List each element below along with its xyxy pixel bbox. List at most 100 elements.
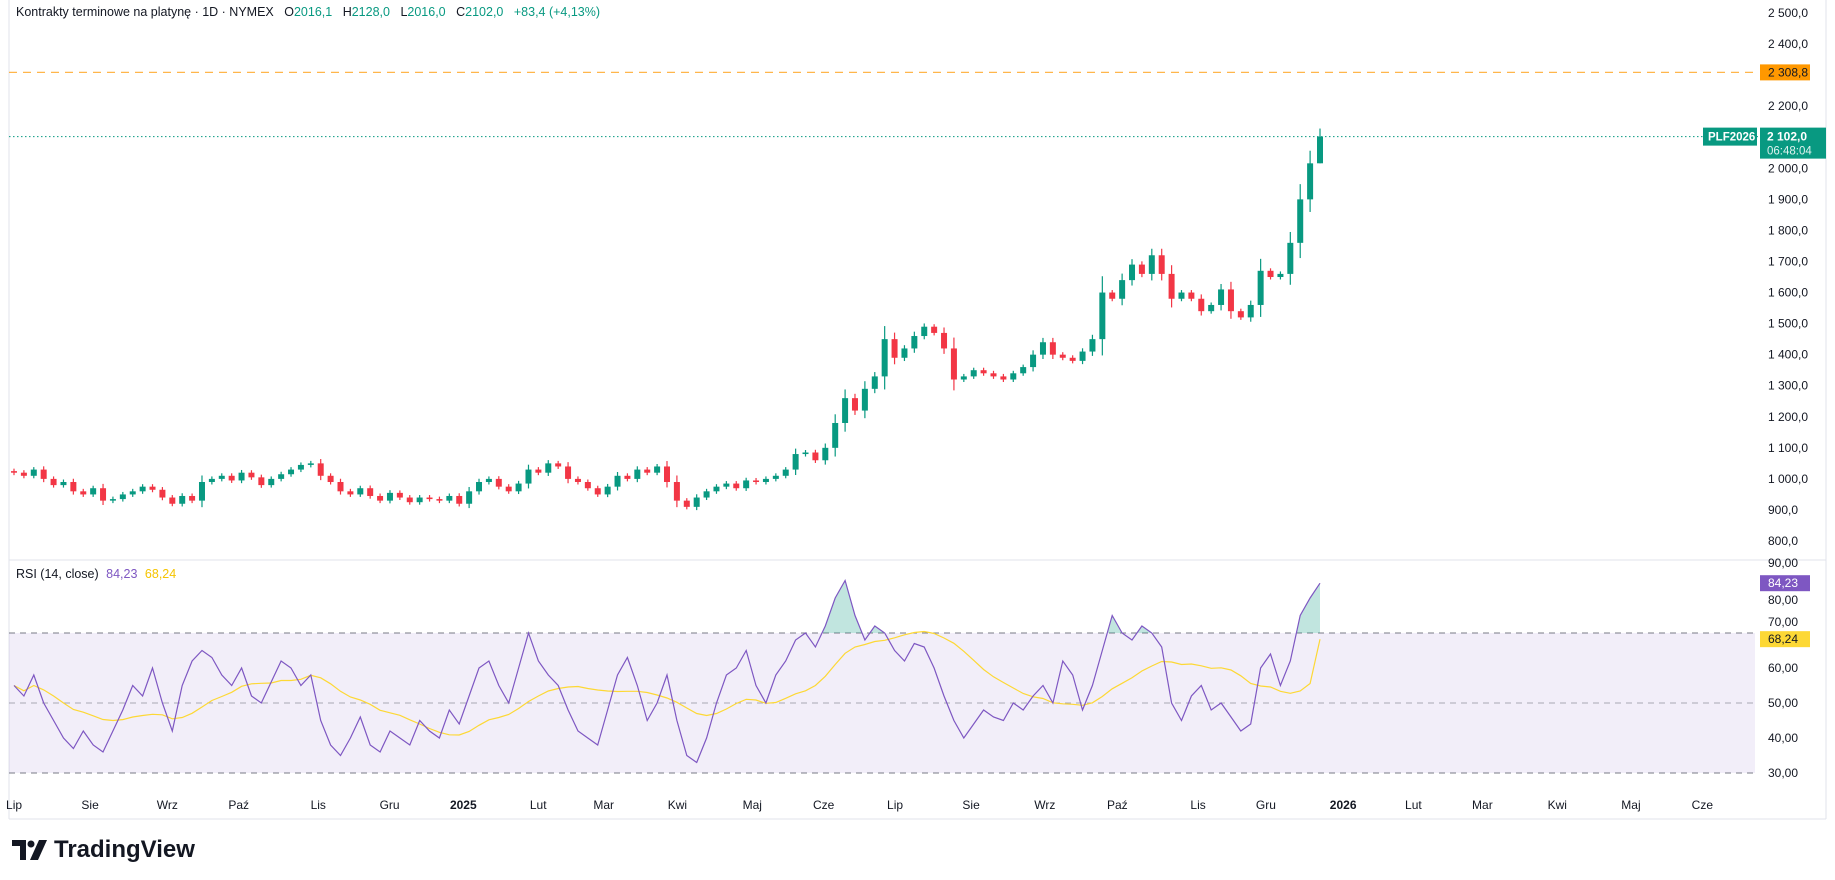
candle xyxy=(703,488,710,501)
candle-body xyxy=(782,469,789,476)
candle-body xyxy=(871,376,878,389)
candle-body xyxy=(753,480,760,483)
candle xyxy=(1307,150,1314,212)
candle xyxy=(931,324,938,336)
candle xyxy=(1208,302,1215,314)
candles xyxy=(11,128,1323,511)
candle xyxy=(1247,300,1254,322)
price-tick-label: 1 300,0 xyxy=(1768,379,1808,393)
candle-body xyxy=(495,478,502,487)
candle xyxy=(90,485,97,497)
candle xyxy=(1059,352,1066,361)
time-tick-label: Kwi xyxy=(668,798,687,812)
price-axis[interactable]: 2 500,0 2 400,0 2 200,0 2 000,0 1 900,0 1 800… xyxy=(1703,6,1826,548)
candle xyxy=(1198,294,1205,316)
rsi-legend[interactable]: RSI (14, close) 84,23 68,24 xyxy=(16,567,176,581)
candle xyxy=(1109,290,1116,302)
candle xyxy=(1178,290,1185,302)
candle xyxy=(159,487,166,501)
candle xyxy=(941,327,948,354)
candle xyxy=(189,493,196,504)
candle xyxy=(673,475,680,508)
candle-body xyxy=(842,398,849,423)
candle-body xyxy=(1148,255,1155,274)
candle xyxy=(822,443,829,465)
time-tick-label: Sie xyxy=(962,798,980,812)
candle-body xyxy=(386,492,393,501)
candle xyxy=(1237,308,1244,320)
candle-body xyxy=(802,452,809,455)
candle-body xyxy=(1158,255,1165,274)
candle-body xyxy=(238,472,245,481)
candle xyxy=(1069,355,1076,364)
candle-body xyxy=(169,497,176,504)
candle xyxy=(525,464,532,489)
candle-body xyxy=(485,478,492,483)
candle-body xyxy=(119,494,126,500)
candle-body xyxy=(1178,292,1185,299)
candle-body xyxy=(476,482,483,492)
candle xyxy=(80,488,87,497)
candle xyxy=(594,485,601,497)
time-tick-label: Kwi xyxy=(1548,798,1567,812)
candle xyxy=(297,462,304,473)
candle xyxy=(891,332,898,365)
open-value: 2016,1 xyxy=(293,5,333,19)
candle xyxy=(911,331,918,353)
time-tick-label: Maj xyxy=(1621,798,1640,812)
time-axis[interactable]: Lip Sie Wrz Paź Lis Gru 2025 Lut Mar Kwi Maj Cze Lip… xyxy=(6,798,1713,812)
candle-body xyxy=(525,469,532,484)
candle xyxy=(644,467,651,476)
candle xyxy=(901,345,908,362)
candle-body xyxy=(891,339,898,358)
candle xyxy=(288,467,295,477)
candle-body xyxy=(980,370,987,374)
candle xyxy=(367,485,374,499)
candle xyxy=(664,461,670,488)
candle-body xyxy=(307,463,314,465)
candle xyxy=(842,389,849,432)
candle-body xyxy=(40,469,47,479)
alert-price-badge xyxy=(1760,64,1810,81)
symbol-title: Kontrakty terminowe na platynę · 1D · NY… xyxy=(16,5,274,19)
candle-body xyxy=(100,488,107,501)
candle xyxy=(990,370,997,379)
candle xyxy=(1257,258,1264,317)
candle-body xyxy=(228,475,235,481)
price-tick-label: 1 200,0 xyxy=(1768,410,1808,424)
candle xyxy=(980,367,987,376)
candle-body xyxy=(90,488,97,495)
candle xyxy=(1129,259,1136,286)
candle xyxy=(743,477,750,491)
candle xyxy=(258,474,265,488)
candle xyxy=(960,373,967,382)
candle-body xyxy=(713,486,720,492)
candle xyxy=(574,476,581,485)
candle-body xyxy=(1119,280,1126,299)
candle-body xyxy=(1208,304,1215,312)
candle-body xyxy=(960,376,967,380)
symbol-legend: Kontrakty terminowe na platynę · 1D · NY… xyxy=(16,5,601,19)
high-value: 2128,0 xyxy=(351,5,390,19)
candle-body xyxy=(1257,270,1264,305)
candle xyxy=(762,476,769,485)
candle-body xyxy=(535,469,542,473)
rsi-pane: 90,00 80,00 70,00 60,00 50,00 40,00 30,00 84,23… xyxy=(13,556,1810,780)
candle xyxy=(1158,248,1165,281)
candle xyxy=(1168,265,1175,308)
candle xyxy=(11,468,17,476)
candle xyxy=(1277,271,1284,280)
candle xyxy=(357,485,364,497)
candle xyxy=(584,479,591,491)
tradingview-logo[interactable]: TradingView xyxy=(12,836,195,864)
time-tick-label: Lip xyxy=(6,798,22,812)
candle xyxy=(1267,268,1274,280)
candle xyxy=(446,493,453,504)
tradingview-logo-icon xyxy=(12,840,47,860)
candle xyxy=(416,495,423,505)
candle-body xyxy=(50,478,57,486)
candle xyxy=(1049,337,1056,360)
candle xyxy=(169,495,176,507)
candle-body xyxy=(1277,273,1284,278)
